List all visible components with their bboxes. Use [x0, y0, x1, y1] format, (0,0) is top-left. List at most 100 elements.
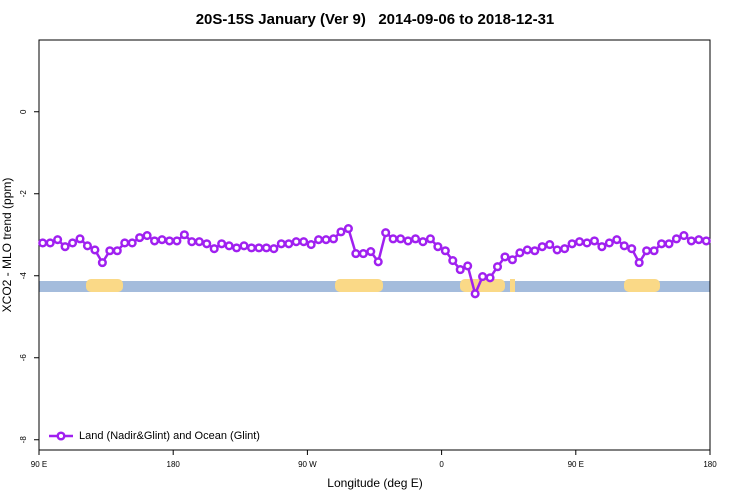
data-point — [261, 243, 271, 253]
data-point — [142, 231, 152, 241]
x-tick-label: 180 — [703, 460, 717, 469]
data-point — [500, 252, 510, 262]
data-point — [530, 246, 540, 256]
y-tick-label: -2 — [19, 190, 28, 198]
data-point — [396, 234, 406, 244]
y-tick-label: 0 — [19, 109, 28, 114]
data-point — [75, 234, 85, 244]
legend-item: Land (Nadir&Glint) and Ocean (Glint) — [49, 430, 260, 442]
data-point — [97, 258, 107, 268]
data-point — [634, 258, 644, 268]
data-point — [619, 241, 629, 251]
y-tick-label: -8 — [19, 436, 28, 444]
data-point — [574, 237, 585, 247]
y-axis-label: XCO2 - MLO trend (ppm) — [0, 178, 14, 313]
data-point — [127, 238, 137, 248]
data-point — [60, 242, 70, 252]
data-point — [627, 244, 637, 254]
data-point — [418, 237, 428, 247]
data-point — [381, 228, 391, 238]
data-point — [105, 246, 115, 256]
data-point — [686, 236, 696, 246]
data-point — [150, 236, 160, 246]
data-point — [552, 245, 562, 255]
data-point — [291, 237, 301, 247]
data-point — [246, 243, 257, 253]
data-point — [679, 231, 689, 241]
data-point — [321, 235, 331, 245]
data-point — [671, 234, 682, 244]
data-point — [664, 239, 674, 249]
data-point — [463, 261, 473, 271]
data-point — [567, 239, 577, 249]
data-point — [299, 237, 309, 247]
data-point — [649, 246, 659, 256]
data-point — [112, 246, 122, 256]
data-point — [202, 239, 212, 249]
data-point — [336, 227, 346, 237]
data-point — [403, 236, 413, 246]
data-point — [120, 238, 130, 248]
land-band — [335, 279, 383, 292]
legend-marker — [56, 431, 66, 441]
data-point — [179, 230, 189, 240]
data-point — [701, 236, 711, 246]
data-point — [694, 235, 704, 245]
data-point — [507, 255, 517, 265]
data-point — [164, 236, 175, 246]
data-point — [425, 234, 435, 244]
data-point — [314, 235, 324, 245]
data-point — [455, 265, 465, 275]
x-tick-label: 90 E — [31, 460, 47, 469]
land-band — [624, 279, 660, 292]
data-point — [45, 238, 55, 248]
land-band — [510, 279, 515, 292]
data-point — [388, 234, 398, 244]
x-tick-label: 90 E — [568, 460, 584, 469]
data-point — [492, 262, 503, 272]
data-point — [515, 248, 525, 258]
y-tick-label: -6 — [19, 354, 28, 362]
data-point — [68, 238, 78, 248]
data-point — [433, 242, 443, 252]
data-point — [656, 239, 667, 249]
data-point — [448, 256, 458, 266]
data-point — [343, 224, 353, 234]
data-point — [194, 237, 204, 247]
data-point — [217, 239, 227, 249]
data-point — [560, 244, 570, 254]
data-point — [440, 246, 450, 256]
data-point — [187, 237, 197, 247]
data-point — [157, 235, 167, 245]
data-point — [224, 241, 234, 251]
data-point — [269, 244, 279, 254]
legend-label: Land (Nadir&Glint) and Ocean (Glint) — [79, 430, 260, 442]
data-point — [604, 238, 614, 248]
data-point — [90, 245, 100, 255]
data-point — [284, 239, 294, 249]
data-point — [232, 243, 242, 253]
x-tick-label: 0 — [439, 460, 444, 469]
data-point — [470, 289, 480, 299]
data-point — [642, 246, 652, 256]
data-point — [239, 241, 249, 251]
data-point — [306, 240, 316, 250]
chart-title: 20S-15S January (Ver 9) 2014-09-06 to 20… — [196, 11, 555, 28]
surface-band — [39, 279, 710, 292]
data-point — [537, 242, 547, 252]
data-point — [351, 249, 361, 259]
data-point — [82, 241, 93, 251]
data-point — [597, 242, 607, 252]
data-point — [276, 239, 286, 249]
data-point — [254, 243, 264, 253]
data-point — [328, 234, 339, 244]
data-point — [172, 236, 182, 246]
data-point — [366, 247, 376, 257]
data-point — [135, 233, 145, 243]
data-point — [522, 245, 532, 255]
data-point — [589, 236, 599, 246]
data-point — [358, 249, 368, 259]
x-tick-label: 180 — [167, 460, 181, 469]
data-point — [53, 235, 63, 245]
